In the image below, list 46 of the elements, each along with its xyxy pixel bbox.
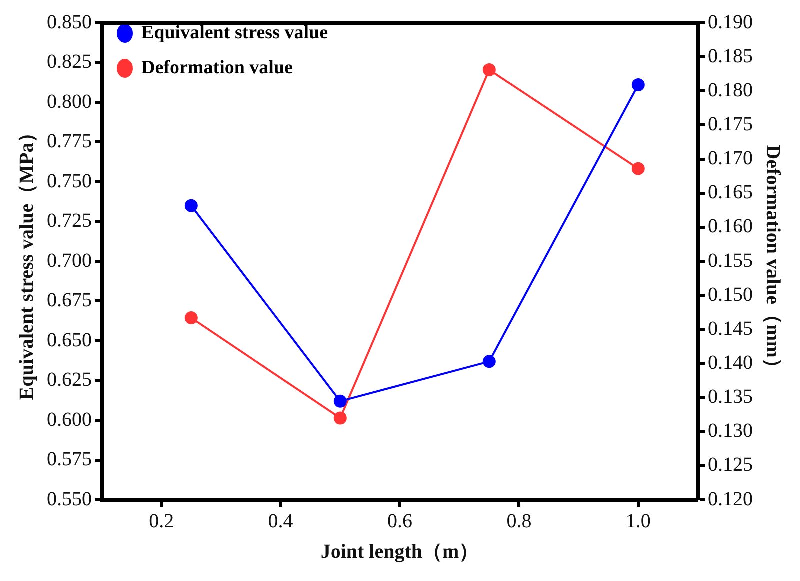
y-tick-label: 0.825 [47, 51, 92, 73]
y-tick-label: 0.600 [47, 408, 92, 431]
y2-tick-label: 0.130 [708, 420, 753, 442]
y2-tick-label: 0.190 [708, 11, 753, 34]
y2-tick-label: 0.170 [708, 148, 753, 170]
y2-tick-label: 0.120 [708, 488, 753, 510]
y-tick-label: 0.550 [47, 488, 92, 510]
y2-tick-label: 0.145 [708, 318, 753, 340]
y-tick-label: 0.575 [47, 448, 92, 470]
y-tick-label: 0.625 [47, 369, 92, 391]
y-tick-label: 0.700 [47, 250, 92, 272]
y-tick-label: 0.725 [47, 210, 92, 232]
x-tick-label: 1.0 [626, 510, 651, 532]
point [334, 394, 347, 408]
y2-tick-label: 0.125 [708, 454, 753, 476]
y2-tick-label: 0.175 [708, 113, 753, 136]
point [334, 412, 347, 425]
y-tick-label: 0.750 [47, 170, 92, 192]
point [184, 312, 198, 325]
y2-tick-label: 0.165 [708, 182, 753, 204]
point [482, 64, 496, 77]
y-tick-label: 0.850 [47, 11, 92, 34]
y2-axis-title: Deformation value（mm） [762, 145, 784, 378]
x-tick-label: 0.6 [388, 510, 412, 532]
y-tick-label: 0.775 [47, 130, 92, 152]
point [632, 78, 645, 92]
y2-tick-label: 0.180 [708, 79, 753, 102]
x-tick-label: 0.4 [268, 510, 294, 532]
point [482, 355, 496, 368]
point [632, 162, 645, 176]
y-tick-label: 0.650 [47, 329, 92, 352]
y2-tick-label: 0.160 [708, 216, 753, 238]
point [184, 199, 198, 212]
x-axis-title: Joint length（m） [320, 541, 480, 564]
y2-tick-label: 0.150 [708, 284, 753, 306]
y2-tick-label: 0.140 [708, 352, 753, 374]
y2-tick-label: 0.155 [708, 250, 753, 272]
x-tick-label: 0.8 [506, 510, 532, 532]
y2-tick-label: 0.135 [708, 386, 753, 408]
y2-tick-label: 0.185 [708, 45, 753, 68]
legend-label: Deformation value [142, 57, 293, 78]
x-tick-label: 0.2 [149, 510, 174, 532]
y-axis-title: Equivalent stress value（MPa） [16, 122, 38, 400]
y-tick-label: 0.675 [47, 290, 92, 312]
legend-label: Equivalent stress value [142, 22, 328, 44]
y-tick-label: 0.800 [47, 90, 92, 113]
